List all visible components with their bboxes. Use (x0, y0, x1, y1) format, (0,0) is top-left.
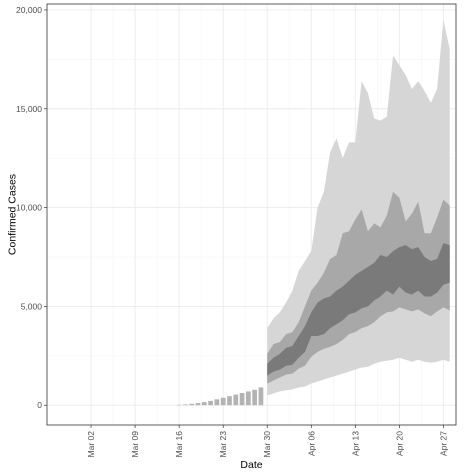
observed-bar (220, 397, 226, 406)
forecast-bands (267, 19, 450, 396)
observed-bar (245, 391, 251, 406)
x-tick-label: Mar 02 (86, 431, 96, 458)
y-axis-title: Confirmed Cases (7, 174, 19, 255)
x-tick-label: Mar 30 (262, 431, 272, 458)
band-inner (267, 243, 450, 376)
y-tick-label: 5,000 (21, 301, 43, 311)
observed-bar (201, 402, 207, 406)
observed-bar (189, 403, 195, 406)
y-tick-label: 0 (37, 400, 42, 410)
panel-border (46, 3, 457, 426)
y-axis: 0 5,000 10,000 15,000 20,000 (16, 5, 47, 410)
y-tick-label: 15,000 (16, 104, 42, 114)
observed-bar (214, 399, 220, 406)
x-tick-label: Mar 16 (174, 431, 184, 458)
observed-bar (208, 400, 213, 406)
x-tick-label: Apr 20 (394, 431, 404, 456)
x-tick-label: Mar 09 (130, 431, 140, 458)
y-tick-label: 10,000 (16, 203, 42, 213)
observed-bar (239, 392, 245, 406)
observed-bar (176, 404, 182, 406)
observed-bar (233, 394, 239, 406)
x-tick-label: Apr 13 (350, 431, 360, 456)
x-axis-title: Date (240, 459, 262, 471)
x-axis: Mar 02 Mar 09 Mar 16 Mar 23 Mar 30 Apr 06 Apr … (86, 425, 448, 457)
observed-bar (183, 404, 188, 406)
x-tick-label: Mar 23 (218, 431, 228, 458)
x-tick-label: Apr 27 (438, 431, 448, 456)
x-tick-label: Apr 06 (306, 431, 316, 456)
observed-bar (227, 396, 232, 406)
observed-bar (252, 389, 258, 406)
y-tick-label: 20,000 (16, 5, 42, 15)
observed-bar (258, 387, 264, 406)
observed-bars (176, 387, 264, 406)
observed-bar (195, 403, 201, 406)
